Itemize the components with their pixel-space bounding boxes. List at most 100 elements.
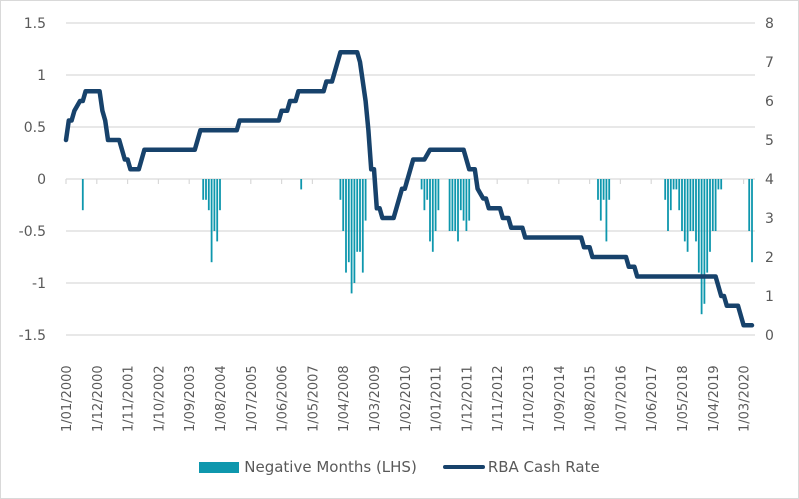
bar bbox=[462, 179, 465, 221]
right-tick-label: 8 bbox=[765, 16, 774, 32]
bar bbox=[451, 179, 454, 231]
bar bbox=[361, 179, 364, 273]
x-tick-label: 1/06/2006 bbox=[276, 365, 291, 432]
right-tick-label: 5 bbox=[765, 133, 774, 149]
bar bbox=[345, 179, 347, 273]
bar bbox=[423, 179, 426, 211]
bar bbox=[465, 179, 468, 231]
legend-swatch-bar bbox=[199, 461, 240, 473]
x-tick-label: 1/02/2010 bbox=[399, 365, 414, 432]
bar bbox=[468, 179, 471, 221]
left-tick-label: 1.5 bbox=[24, 16, 46, 32]
x-tick-label: 1/07/2016 bbox=[614, 365, 629, 432]
left-tick-label: -0.5 bbox=[19, 224, 46, 240]
bar bbox=[81, 179, 84, 211]
x-tick-label: 1/04/2019 bbox=[707, 365, 722, 432]
bar bbox=[605, 179, 608, 242]
right-tick-label: 6 bbox=[765, 94, 774, 110]
x-tick-label: 1/05/2007 bbox=[306, 365, 321, 432]
bar bbox=[751, 179, 753, 263]
bar bbox=[216, 179, 219, 242]
x-tick-label: 1/11/2012 bbox=[491, 365, 506, 432]
x-tick-label: 1/03/2020 bbox=[738, 365, 753, 432]
bar bbox=[420, 179, 423, 190]
bar bbox=[213, 179, 216, 231]
bar bbox=[210, 179, 213, 263]
bar bbox=[706, 179, 709, 273]
legend: Negative Months (LHS) RBA Cash Rate bbox=[0, 455, 799, 479]
bar bbox=[703, 179, 706, 304]
bar bbox=[669, 179, 672, 211]
x-tick-label: 1/09/2003 bbox=[183, 365, 198, 432]
x-tick-label: 1/04/2008 bbox=[337, 365, 352, 432]
bar bbox=[457, 179, 459, 242]
x-tick-label: 1/08/2015 bbox=[584, 365, 599, 432]
legend-label-rba-cash-rate: RBA Cash Rate bbox=[487, 458, 600, 476]
bar bbox=[697, 179, 700, 273]
bar bbox=[342, 179, 345, 231]
bar bbox=[717, 179, 720, 190]
bar bbox=[686, 179, 689, 252]
bar-series-negative-months bbox=[81, 179, 753, 315]
bar bbox=[347, 179, 350, 263]
right-tick-label: 0 bbox=[765, 328, 774, 344]
x-tick-label: 1/06/2017 bbox=[645, 365, 660, 432]
x-tick-label: 1/12/2011 bbox=[460, 365, 475, 432]
x-tick-label: 1/10/2002 bbox=[152, 365, 167, 432]
right-tick-label: 1 bbox=[765, 289, 774, 305]
right-tick-label: 4 bbox=[765, 172, 774, 188]
left-tick-label: -1 bbox=[32, 276, 46, 292]
x-tick-label: 1/03/2009 bbox=[368, 365, 383, 432]
x-tick-label: 1/05/2018 bbox=[676, 365, 691, 432]
x-tick-label: 1/11/2001 bbox=[122, 365, 137, 432]
left-tick-label: -1.5 bbox=[19, 328, 46, 344]
bar bbox=[692, 179, 695, 231]
x-tick-label: 1/09/2014 bbox=[553, 365, 568, 432]
bar bbox=[709, 179, 711, 252]
gridlines bbox=[66, 22, 755, 336]
bar bbox=[681, 179, 683, 231]
bar bbox=[711, 179, 714, 231]
x-tick-label: 1/12/2000 bbox=[91, 365, 106, 432]
bar bbox=[672, 179, 675, 190]
bar bbox=[675, 179, 678, 190]
legend-swatch-line bbox=[442, 465, 485, 469]
right-axis: 8 7 6 5 4 3 2 1 0 bbox=[765, 16, 774, 344]
left-tick-label: 0.5 bbox=[24, 120, 46, 136]
legend-item-negative-months: Negative Months (LHS) bbox=[199, 458, 417, 476]
bar bbox=[207, 179, 210, 211]
legend-label-negative-months: Negative Months (LHS) bbox=[244, 458, 417, 476]
bar bbox=[454, 179, 457, 231]
bar bbox=[300, 179, 303, 190]
bar bbox=[359, 179, 361, 252]
x-axis: 1/01/2000 1/12/2000 1/11/2001 1/10/2002 1/09… bbox=[60, 178, 755, 432]
left-tick-label: 0 bbox=[37, 172, 46, 188]
bar bbox=[695, 179, 697, 242]
right-tick-label: 7 bbox=[765, 55, 774, 71]
bar bbox=[205, 179, 207, 200]
bar bbox=[429, 179, 431, 242]
bar bbox=[720, 179, 723, 190]
bar bbox=[434, 179, 437, 231]
left-axis: 1.5 1 0.5 0 -0.5 -1 -1.5 bbox=[19, 16, 46, 344]
bar bbox=[448, 179, 451, 231]
bar bbox=[219, 179, 221, 211]
bar bbox=[459, 179, 462, 211]
cash-rate-line bbox=[63, 50, 755, 328]
bar bbox=[667, 179, 669, 231]
x-tick-label: 1/08/2004 bbox=[214, 365, 229, 432]
bar bbox=[350, 179, 353, 294]
bar bbox=[426, 179, 429, 200]
bar bbox=[364, 179, 367, 221]
x-tick-label: 1/01/2000 bbox=[60, 365, 75, 432]
bar bbox=[678, 179, 681, 211]
bar bbox=[599, 179, 602, 221]
right-tick-label: 3 bbox=[765, 211, 774, 227]
x-tick-label: 1/01/2011 bbox=[430, 365, 445, 432]
bar bbox=[353, 179, 356, 283]
line-series-rba-cash-rate bbox=[63, 50, 755, 328]
bar bbox=[356, 179, 359, 252]
bar bbox=[714, 179, 717, 231]
